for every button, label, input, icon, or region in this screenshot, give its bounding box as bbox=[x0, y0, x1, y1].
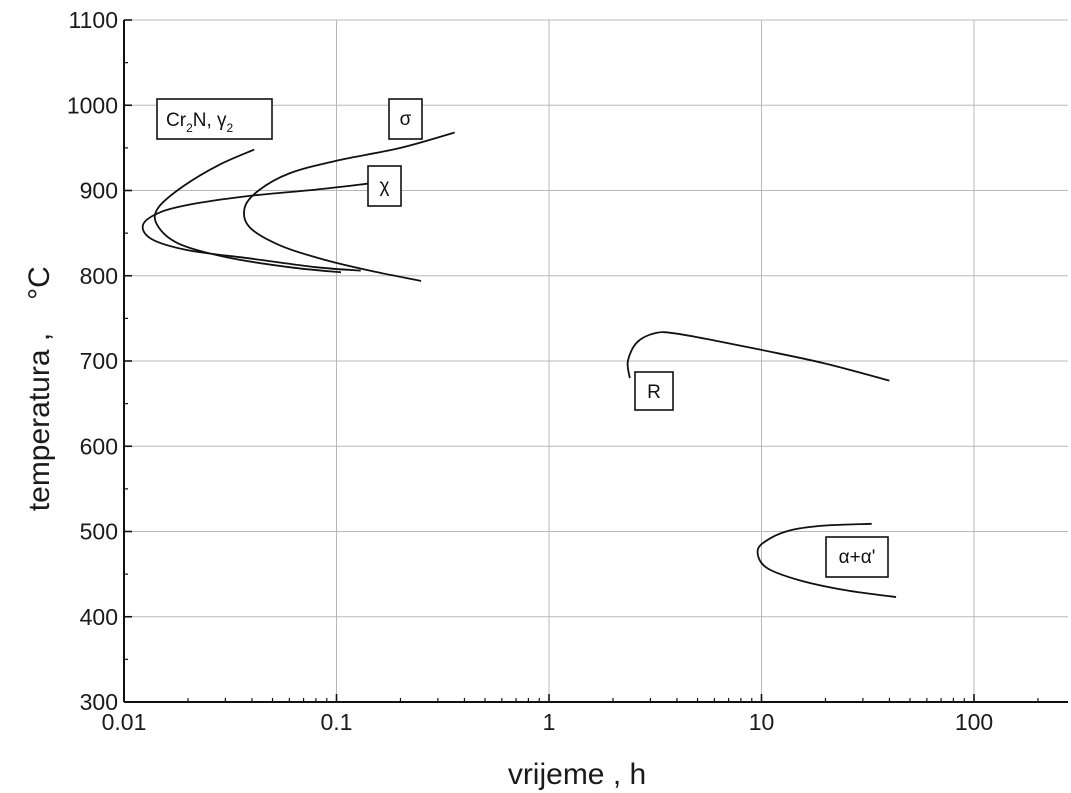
y-axis-title: temperatura , bbox=[23, 333, 56, 511]
label-sigma: σ bbox=[388, 98, 423, 140]
label-sigma-text: σ bbox=[400, 109, 412, 130]
y-tick-labels: 300 400 500 600 700 800 900 1000 1100 bbox=[67, 7, 118, 715]
x-tick-label: 10 bbox=[749, 709, 775, 735]
y-tick-label: 700 bbox=[80, 348, 118, 374]
label-alpha: α+α' bbox=[825, 536, 889, 578]
y-axis-unit: °C bbox=[23, 266, 56, 300]
curve-series-4 bbox=[756, 522, 897, 598]
label-r-text: R bbox=[647, 382, 661, 403]
x-tick-labels: 0.01 0.1 1 10 100 bbox=[102, 709, 994, 735]
curve-series-1 bbox=[243, 131, 455, 282]
label-alpha-text: α+α' bbox=[839, 547, 876, 568]
label-cr-sub: 2 bbox=[186, 121, 193, 135]
y-tick-label: 300 bbox=[80, 689, 118, 715]
curve-series-0 bbox=[153, 148, 342, 274]
x-tick-label: 0.01 bbox=[102, 709, 147, 735]
gridlines bbox=[124, 19, 1068, 702]
label-chi-text: χ bbox=[380, 176, 390, 197]
curve-series-3 bbox=[626, 331, 890, 382]
label-n-gamma: N, γ bbox=[193, 110, 227, 131]
curve-series-2 bbox=[141, 182, 368, 272]
y-tick-label: 500 bbox=[80, 519, 118, 545]
curves bbox=[141, 131, 897, 598]
label-gamma-sub: 2 bbox=[227, 121, 234, 135]
y-tick-label: 1000 bbox=[67, 92, 118, 118]
y-tick-label: 600 bbox=[80, 433, 118, 459]
label-r: R bbox=[634, 371, 674, 411]
y-tick-label: 1100 bbox=[69, 7, 118, 33]
label-chi: χ bbox=[367, 165, 402, 207]
axes bbox=[123, 19, 1068, 703]
phase-labels: Cr2N, γ2 σ χ R α+α' bbox=[156, 98, 889, 578]
x-tick-label: 1 bbox=[543, 709, 556, 735]
label-cr: Cr bbox=[166, 110, 187, 131]
x-tick-label: 100 bbox=[955, 709, 993, 735]
y-tick-label: 400 bbox=[80, 604, 118, 630]
x-tick-label: 0.1 bbox=[321, 709, 353, 735]
x-axis-title: vrijeme , h bbox=[508, 758, 646, 791]
svg-text:Cr2N, γ2: Cr2N, γ2 bbox=[166, 110, 234, 135]
y-tick-label: 800 bbox=[80, 263, 118, 289]
y-tick-label: 900 bbox=[80, 178, 118, 204]
label-cr2n-gamma2: Cr2N, γ2 bbox=[156, 98, 273, 140]
